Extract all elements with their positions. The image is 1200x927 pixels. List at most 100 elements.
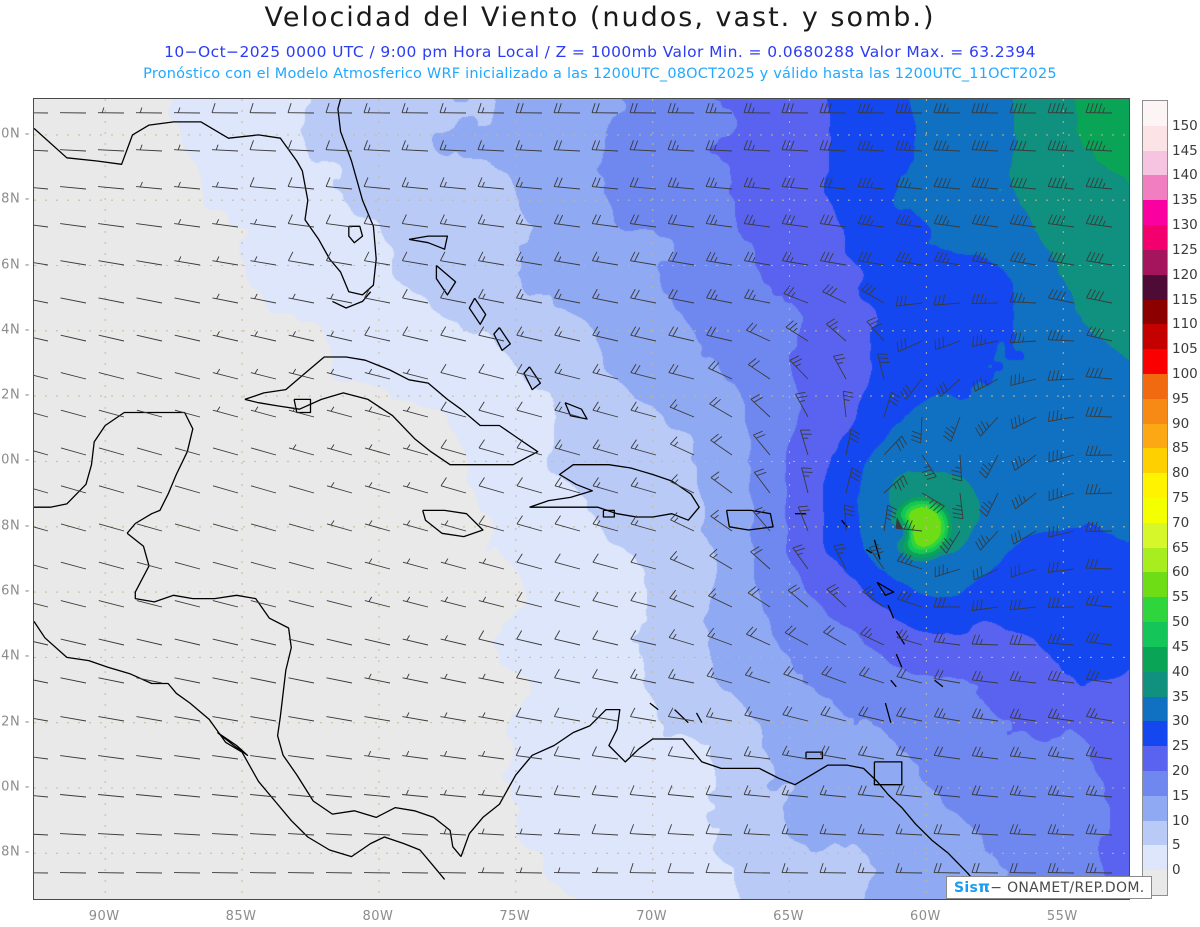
- colorbar-swatch: [1143, 249, 1167, 275]
- colorbar-tick-label: 30: [1172, 713, 1190, 730]
- colorbar-swatch: [1143, 299, 1167, 325]
- lat-tick-label: 16N -: [0, 583, 30, 599]
- longitude-axis: 90W 85W 80W 75W 70W 65W 60W 55W: [33, 903, 1128, 927]
- colorbar-tick-label: 35: [1172, 688, 1190, 705]
- lat-tick-label: 12N -: [0, 714, 30, 730]
- header-subtitle-line2: Pronóstico con el Modelo Atmosferico WRF…: [143, 66, 1057, 82]
- lat-tick-label: 14N -: [0, 648, 30, 664]
- header-subtitle-line1: 10−Oct−2025 0000 UTC / 9:00 pm Hora Loca…: [164, 43, 1036, 61]
- colorbar-swatch: [1143, 671, 1167, 697]
- wind-barbs-layer: [34, 103, 1113, 874]
- colorbar-swatch: [1143, 597, 1167, 623]
- provider-logo: Sisπ− ONAMET/REP.DOM.: [946, 876, 1153, 899]
- lat-tick-label: 28N -: [0, 191, 30, 207]
- lon-tick-label: 80W: [362, 909, 394, 924]
- colorbar-swatch: [1143, 721, 1167, 747]
- colorbar-tick-label: 80: [1172, 465, 1190, 482]
- colorbar-tick-label: 115: [1172, 291, 1198, 308]
- colorbar-tick-label: 40: [1172, 663, 1190, 680]
- colorbar-tick-label: 105: [1172, 341, 1198, 358]
- colorbar-tick-label: 85: [1172, 440, 1190, 457]
- colorbar-swatch: [1143, 101, 1167, 126]
- colorbar-swatch: [1143, 795, 1167, 821]
- latitude-axis: 30N - 28N - 26N - 24N - 22N - 20N - 18N - 16N -…: [0, 98, 30, 898]
- colorbar-tick-label: 125: [1172, 241, 1198, 258]
- colorbar-swatch: [1143, 225, 1167, 250]
- colorbar-tick-label: 45: [1172, 638, 1190, 655]
- colorbar-tick-label: 110: [1172, 316, 1198, 333]
- lon-tick-label: 75W: [499, 909, 531, 924]
- colorbar[interactable]: [1142, 100, 1168, 896]
- colorbar-swatch: [1143, 423, 1167, 449]
- colorbar-swatch: [1143, 200, 1167, 226]
- grid-lines: [34, 99, 1129, 899]
- colorbar-tick-label: 15: [1172, 787, 1190, 804]
- colorbar-swatch: [1143, 646, 1167, 672]
- colorbar-swatch: [1143, 125, 1167, 151]
- colorbar-swatch: [1143, 349, 1167, 374]
- lon-tick-label: 85W: [225, 909, 257, 924]
- colorbar-tick-label: 50: [1172, 614, 1190, 631]
- colorbar-tick-label: 135: [1172, 192, 1198, 209]
- colorbar-tick-label: 5: [1172, 837, 1181, 854]
- colorbar-swatch: [1143, 820, 1167, 846]
- lat-tick-label: 10N -: [0, 779, 30, 795]
- lon-tick-label: 90W: [88, 909, 120, 924]
- colorbar-swatch: [1143, 696, 1167, 722]
- colorbar-swatch: [1143, 845, 1167, 871]
- colorbar-swatch: [1143, 770, 1167, 796]
- colorbar-swatch: [1143, 547, 1167, 573]
- lat-tick-label: 24N -: [0, 322, 30, 338]
- lon-tick-label: 55W: [1046, 909, 1078, 924]
- colorbar-swatch: [1143, 522, 1167, 548]
- colorbar-tick-label: 100: [1172, 365, 1198, 382]
- colorbar-tick-label: 145: [1172, 142, 1198, 159]
- colorbar-tick-label: 75: [1172, 490, 1190, 506]
- lat-tick-label: 30N -: [0, 126, 30, 142]
- colorbar-tick-label: 120: [1172, 266, 1198, 283]
- colorbar-tick-label: 140: [1172, 167, 1198, 184]
- logo-pi-icon: π: [978, 878, 991, 896]
- colorbar-tick-label: 65: [1172, 539, 1190, 556]
- colorbar-tick-label: 25: [1172, 738, 1190, 755]
- colorbar-swatch: [1143, 398, 1167, 424]
- lat-tick-label: 20N -: [0, 452, 30, 468]
- colorbar-swatch: [1143, 274, 1167, 300]
- map-overlay-layer: [34, 99, 1129, 899]
- colorbar-labels: 150 145 140 135 130 125 120 115 110 105 100 95 90 85 8…: [1172, 100, 1200, 896]
- colorbar-swatch: [1143, 746, 1167, 771]
- colorbar-tick-label: 130: [1172, 217, 1198, 234]
- colorbar-tick-label: 95: [1172, 390, 1190, 407]
- colorbar-swatch: [1143, 572, 1167, 598]
- colorbar-tick-label: 150: [1172, 117, 1198, 134]
- lon-tick-label: 65W: [773, 909, 804, 924]
- lat-tick-label: 18N -: [0, 518, 30, 534]
- colorbar-tick-label: 70: [1172, 514, 1190, 531]
- colorbar-swatch: [1143, 150, 1167, 176]
- lon-tick-label: 60W: [909, 909, 941, 924]
- logo-sis-text: Sis: [954, 880, 979, 896]
- lat-tick-label: 22N -: [0, 387, 30, 403]
- colorbar-swatch: [1143, 373, 1167, 399]
- colorbar-tick-label: 55: [1172, 589, 1190, 606]
- coastline-layer: [34, 99, 1004, 899]
- colorbar-tick-label: 60: [1172, 564, 1190, 581]
- colorbar-swatch: [1143, 473, 1167, 498]
- colorbar-tick-label: 90: [1172, 415, 1190, 432]
- lon-tick-label: 70W: [636, 909, 668, 924]
- lat-tick-label: 8N -: [1, 844, 30, 860]
- wind-speed-shading: [34, 99, 1129, 899]
- colorbar-swatch: [1143, 448, 1167, 474]
- lat-tick-label: 26N -: [0, 257, 30, 273]
- page-title: Velocidad del Viento (nudos, vast. y som…: [264, 2, 936, 33]
- colorbar-swatch: [1143, 324, 1167, 350]
- map-plot-area[interactable]: [33, 98, 1130, 900]
- logo-agency-text: − ONAMET/REP.DOM.: [990, 880, 1145, 896]
- colorbar-tick-label: 20: [1172, 762, 1190, 779]
- colorbar-swatch: [1143, 622, 1167, 647]
- colorbar-tick-label: 0: [1172, 862, 1181, 879]
- colorbar-swatch: [1143, 175, 1167, 201]
- colorbar-swatch: [1143, 498, 1167, 523]
- colorbar-tick-label: 10: [1172, 812, 1190, 829]
